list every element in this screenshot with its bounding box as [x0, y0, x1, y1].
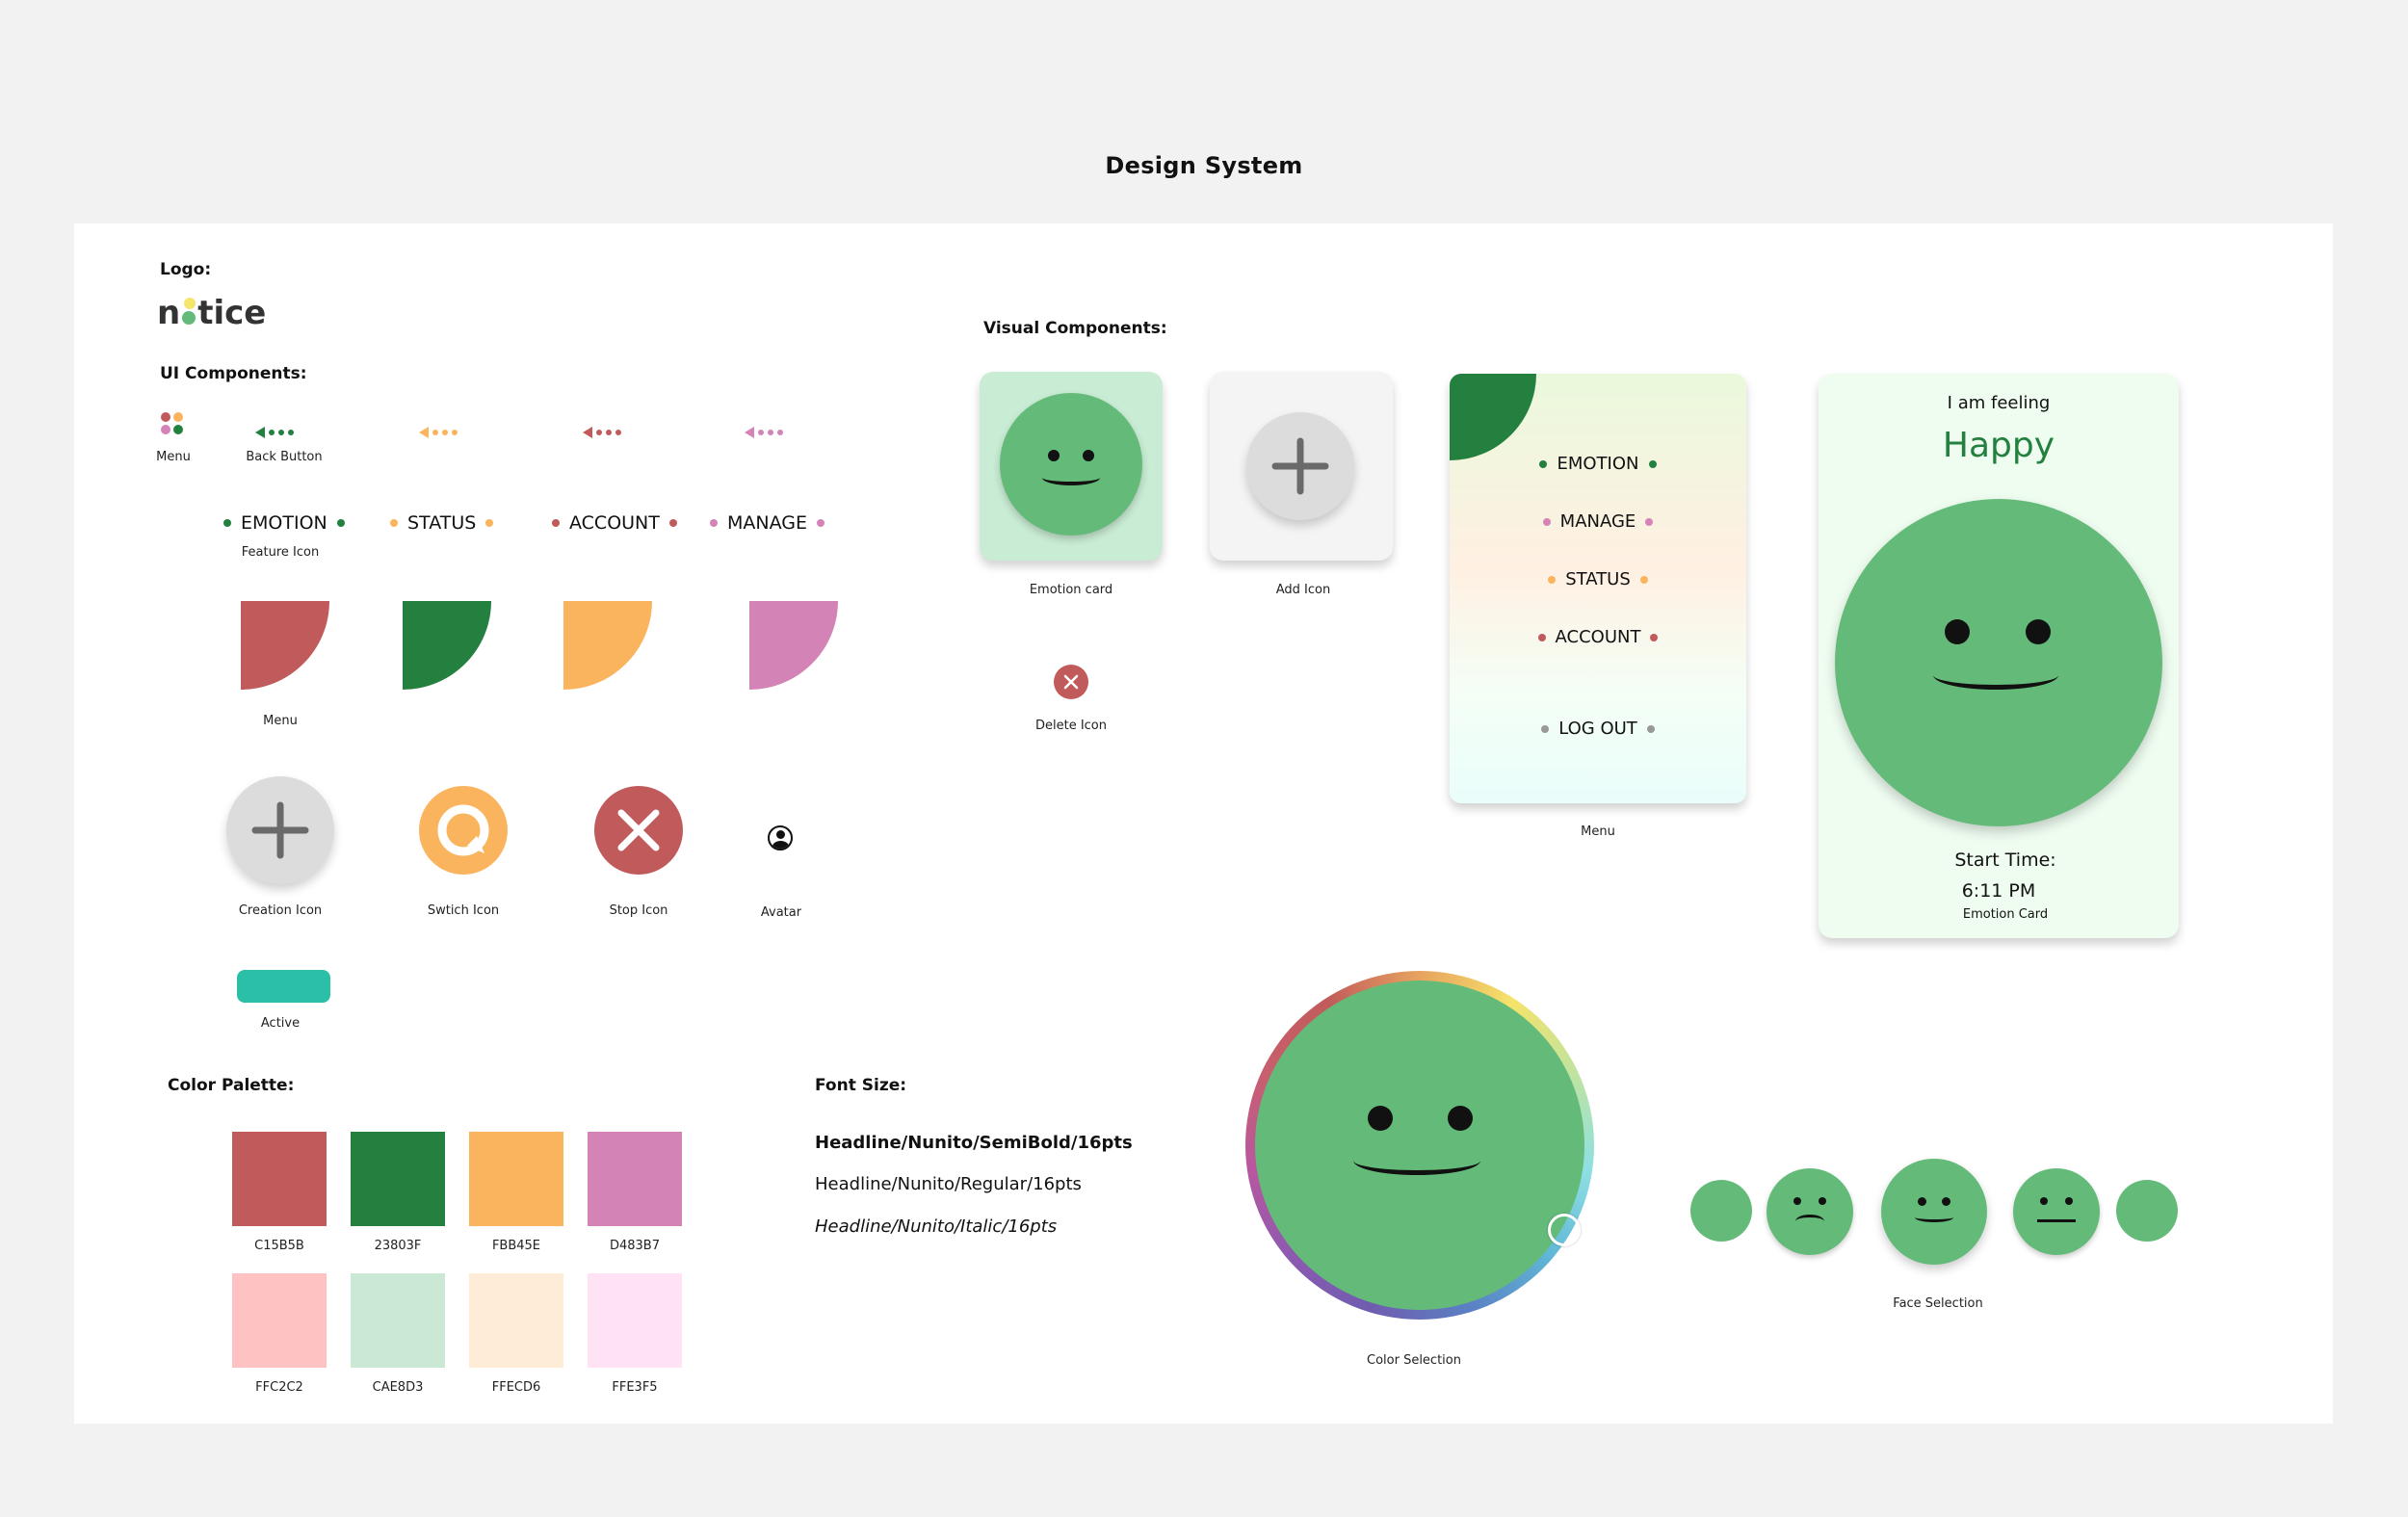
- add-icon-label: Add Icon: [1275, 583, 1331, 597]
- close-icon: [617, 809, 660, 851]
- color-swatch-label: FBB45E: [491, 1239, 541, 1253]
- back-button-red[interactable]: [583, 427, 621, 438]
- color-swatch[interactable]: [351, 1132, 445, 1226]
- neutral-face-icon[interactable]: [2013, 1168, 2100, 1255]
- emotion-card-label: Emotion card: [1029, 583, 1113, 597]
- stop-icon-label: Stop Icon: [609, 903, 668, 918]
- emotion-card[interactable]: [980, 372, 1163, 561]
- back-arrow-icon: [583, 427, 592, 438]
- back-arrow-icon: [255, 427, 265, 438]
- switch-icon: [437, 804, 489, 856]
- color-swatch[interactable]: [232, 1273, 327, 1368]
- active-label: Active: [260, 1016, 301, 1031]
- color-swatch[interactable]: [588, 1273, 682, 1368]
- color-swatch[interactable]: [351, 1273, 445, 1368]
- logo-heading: Logo:: [160, 260, 212, 279]
- back-arrow-icon: [745, 427, 754, 438]
- menu-icon-label: Menu: [156, 450, 191, 464]
- color-swatch[interactable]: [469, 1273, 563, 1368]
- menu-item-status[interactable]: STATUS: [1450, 569, 1746, 589]
- start-time-label: Start Time:: [1954, 850, 2056, 871]
- avatar-label: Avatar: [760, 905, 802, 920]
- sad-face-icon[interactable]: [1767, 1168, 1853, 1255]
- feature-emotion[interactable]: EMOTION: [223, 512, 345, 534]
- color-swatch[interactable]: [588, 1132, 682, 1226]
- font-size-heading: Font Size:: [815, 1076, 907, 1095]
- face-option-blank[interactable]: [2116, 1180, 2178, 1242]
- feature-account[interactable]: ACCOUNT: [552, 512, 677, 534]
- menu-item-emotion[interactable]: EMOTION: [1450, 454, 1746, 474]
- logo-text-right: tice: [197, 294, 267, 332]
- add-card[interactable]: [1210, 372, 1393, 561]
- plus-icon: [251, 801, 309, 859]
- feature-status[interactable]: STATUS: [390, 512, 494, 534]
- color-swatch-label: FFC2C2: [255, 1380, 303, 1395]
- active-indicator[interactable]: [237, 970, 330, 1003]
- color-swatch-label: C15B5B: [254, 1239, 304, 1253]
- happy-face-icon: [1255, 981, 1584, 1310]
- face-selection-label: Face Selection: [1893, 1296, 1983, 1311]
- color-swatch-label: 23803F: [374, 1239, 422, 1253]
- menu-corner-shape: [1450, 374, 1536, 460]
- happy-face-icon: [1835, 499, 2162, 826]
- add-button[interactable]: [1246, 412, 1354, 520]
- color-swatch-label: CAE8D3: [372, 1380, 424, 1395]
- color-selection-label: Color Selection: [1367, 1353, 1461, 1368]
- color-swatch[interactable]: [232, 1132, 327, 1226]
- delete-button[interactable]: [1054, 665, 1088, 699]
- back-button-label: Back Button: [246, 450, 323, 464]
- happy-face-icon[interactable]: [1881, 1159, 1987, 1265]
- emotion-name: Happy: [1942, 426, 2055, 465]
- switch-button[interactable]: [419, 786, 508, 875]
- feature-manage[interactable]: MANAGE: [710, 512, 824, 534]
- plus-icon: [1271, 437, 1329, 495]
- color-swatch-label: FFE3F5: [612, 1380, 658, 1395]
- emotion-card-caption: Emotion Card: [1962, 907, 2049, 922]
- menu-dots-icon[interactable]: [161, 412, 184, 435]
- color-swatch-label: D483B7: [609, 1239, 660, 1253]
- color-swatch[interactable]: [469, 1132, 563, 1226]
- notice-logo: n tice: [157, 294, 266, 332]
- stop-button[interactable]: [594, 786, 683, 875]
- face-option-blank[interactable]: [1690, 1180, 1752, 1242]
- happy-face-icon: [1000, 393, 1142, 536]
- back-arrow-icon: [419, 427, 429, 438]
- font-semibold-sample: Headline/Nunito/SemiBold/16pts: [815, 1133, 1133, 1153]
- back-button-orange[interactable]: [419, 427, 458, 438]
- delete-icon-label: Delete Icon: [1034, 719, 1108, 733]
- menu-shapes-label: Menu: [263, 714, 298, 728]
- creation-button[interactable]: [226, 776, 334, 884]
- logo-text-left: n: [157, 294, 181, 332]
- logo-dot-icon: [182, 298, 196, 325]
- color-palette-heading: Color Palette:: [168, 1076, 295, 1095]
- back-button-green[interactable]: [255, 427, 294, 438]
- avatar[interactable]: [768, 825, 793, 850]
- feeling-text: I am feeling: [1947, 393, 2051, 413]
- font-regular-sample: Headline/Nunito/Regular/16pts: [815, 1174, 1082, 1194]
- back-button-pink[interactable]: [745, 427, 783, 438]
- feature-icon-label: Feature Icon: [241, 545, 320, 560]
- menu-item-logout[interactable]: LOG OUT: [1450, 719, 1746, 739]
- close-icon: [1063, 674, 1079, 690]
- start-time-value: 6:11 PM: [1961, 880, 2036, 902]
- menu-item-manage[interactable]: MANAGE: [1450, 511, 1746, 532]
- visual-components-heading: Visual Components:: [983, 319, 1167, 338]
- color-wheel[interactable]: [1245, 971, 1594, 1320]
- color-picker-handle[interactable]: [1548, 1214, 1581, 1246]
- switch-icon-label: Swtich Icon: [427, 903, 500, 918]
- big-emotion-card[interactable]: I am feeling Happy Start Time: 6:11 PM E…: [1819, 374, 2179, 938]
- ui-components-heading: UI Components:: [160, 364, 307, 383]
- menu-item-account[interactable]: ACCOUNT: [1450, 627, 1746, 647]
- menu-card: EMOTION MANAGE STATUS ACCOUNT LOG OUT: [1450, 374, 1746, 803]
- page-title: Design System: [1105, 152, 1303, 179]
- color-swatch-label: FFECD6: [491, 1380, 541, 1395]
- menu-card-label: Menu: [1581, 824, 1615, 839]
- font-italic-sample: Headline/Nunito/Italic/16pts: [815, 1216, 1058, 1237]
- creation-icon-label: Creation Icon: [238, 903, 323, 918]
